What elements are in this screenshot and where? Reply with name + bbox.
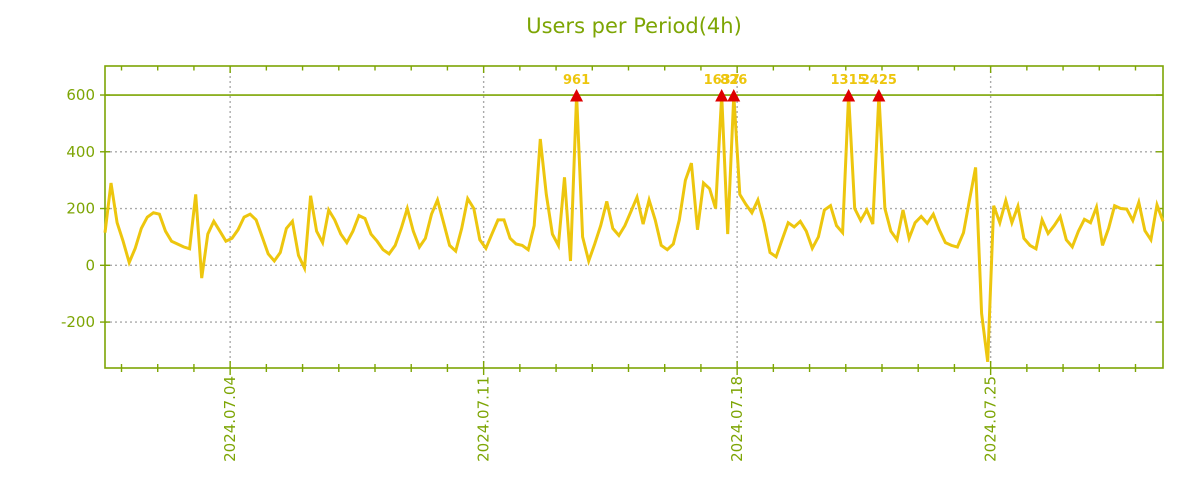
y-axis-label: -200 — [61, 313, 95, 331]
x-axis-date-label: 2024.07.11 — [475, 376, 493, 462]
plot-frame — [104, 65, 1164, 369]
chart-title: Users per Period(4h) — [526, 14, 742, 38]
x-axis-date-label: 2024.07.18 — [728, 376, 746, 462]
peak-marker-1637 — [715, 89, 729, 102]
y-axis-label: 0 — [85, 256, 95, 274]
peak-marker-961 — [570, 89, 584, 102]
y-axis-label: 400 — [66, 143, 95, 161]
series-line — [103, 94, 1165, 362]
peak-marker-2425 — [872, 89, 886, 102]
peak-label-826: 826 — [720, 73, 747, 88]
peak-label-1315: 1315 — [831, 73, 867, 88]
peak-marker-826 — [727, 89, 741, 102]
peak-label-2425: 2425 — [861, 73, 897, 88]
x-axis-date-label: 2024.07.04 — [221, 376, 239, 462]
y-axis-label: 600 — [66, 86, 95, 104]
peak-label-961: 961 — [563, 73, 590, 88]
peak-label-1637: 1637 — [704, 73, 740, 88]
x-axis-date-label: 2024.07.25 — [982, 376, 1000, 462]
y-axis-label: 200 — [66, 200, 95, 218]
peak-marker-1315 — [842, 89, 856, 102]
